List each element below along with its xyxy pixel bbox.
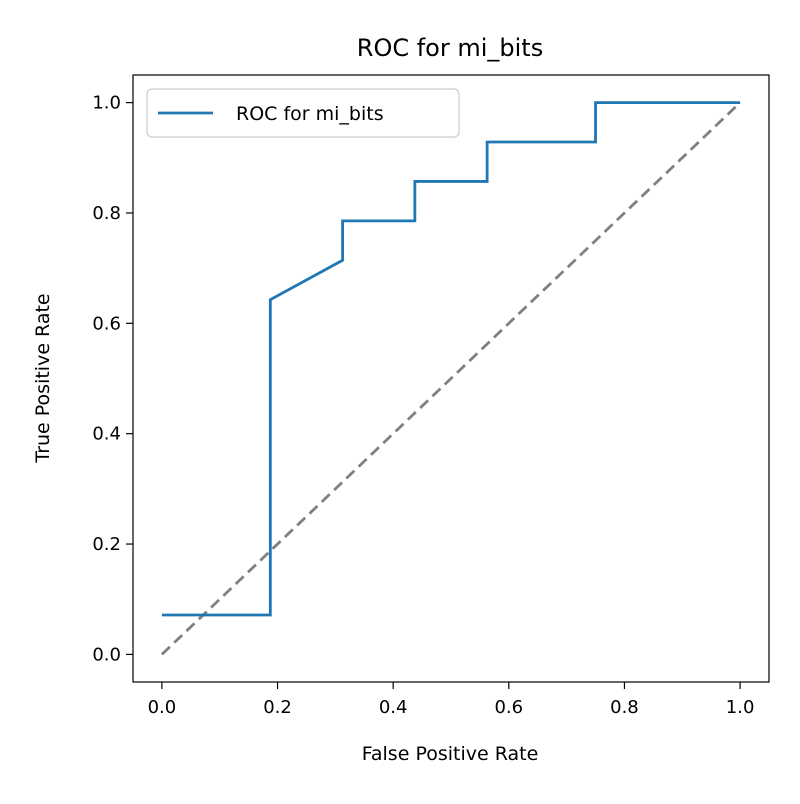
x-axis: 0.0 0.2 0.4 0.6 0.8 1.0 <box>148 682 755 718</box>
plot-frame <box>132 74 770 683</box>
legend: ROC for mi_bits <box>146 88 460 138</box>
y-tick-label: 0.0 <box>92 644 121 665</box>
x-tick-label: 0.0 <box>148 697 177 718</box>
legend-box <box>146 88 460 138</box>
x-tick-label: 0.4 <box>379 697 408 718</box>
chart-title: ROC for mi_bits <box>357 34 543 62</box>
x-axis-label: False Positive Rate <box>362 743 539 765</box>
y-tick-label: 0.2 <box>92 534 121 555</box>
y-tick-label: 0.6 <box>92 313 121 334</box>
legend-label-roc: ROC for mi_bits <box>236 103 384 125</box>
x-tick-label: 0.6 <box>494 697 523 718</box>
y-axis: 0.0 0.2 0.4 0.6 0.8 1.0 <box>92 93 133 665</box>
x-tick-label: 0.8 <box>610 697 639 718</box>
x-tick-label: 0.2 <box>263 697 292 718</box>
y-tick-label: 1.0 <box>92 93 121 114</box>
x-tick-label: 1.0 <box>726 697 755 718</box>
y-tick-label: 0.8 <box>92 203 121 224</box>
y-tick-label: 0.4 <box>92 424 121 445</box>
y-axis-label: True Positive Rate <box>32 293 54 463</box>
plot-area <box>160 101 742 656</box>
chance-diagonal-line <box>160 101 742 656</box>
roc-curve-line <box>161 101 741 617</box>
